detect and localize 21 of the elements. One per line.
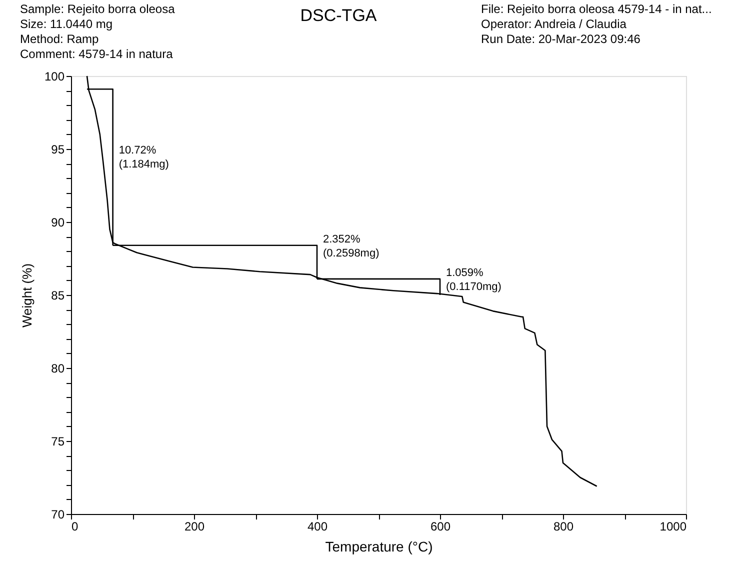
y-axis-title: Weight (%) xyxy=(19,263,34,328)
x-tick-label: 200 xyxy=(184,520,205,534)
y-tick-label: 85 xyxy=(51,288,65,302)
x-tick-label: 800 xyxy=(553,520,574,534)
annotation: 10.72% (1.184mg) xyxy=(118,144,169,170)
text: Sample: Rejeito borra oleosa Size: 11.0440 mg Method: Ramp Comment: 4579-14 in natura xyxy=(20,2,176,61)
x-tick-label: 400 xyxy=(307,520,328,534)
annotation: 2.352% (0.2598mg) xyxy=(323,233,380,260)
y-tick-label: 90 xyxy=(51,216,65,230)
x-tick-label: 600 xyxy=(430,520,451,534)
x-tick-label: 1000 xyxy=(660,520,687,534)
chart-title: DSC-TGA xyxy=(300,6,378,25)
y-tick-label: 70 xyxy=(51,508,65,522)
x-tick-label: 0 xyxy=(72,520,78,534)
annotation: 1.059% (0.1170mg) xyxy=(446,266,502,293)
y-tick-label: 95 xyxy=(51,142,65,156)
x-axis-title: Temperature (°C) xyxy=(325,538,433,554)
text: File: Rejeito borra oleosa 4579-14 - in nat... Operator: Andreia / Claudia Run Date: 20-Mar-2023 09:46 xyxy=(481,2,712,46)
y-tick-label: 75 xyxy=(51,434,65,448)
y-tick-label: 80 xyxy=(51,362,65,376)
y-tick-label: 100 xyxy=(44,70,65,84)
